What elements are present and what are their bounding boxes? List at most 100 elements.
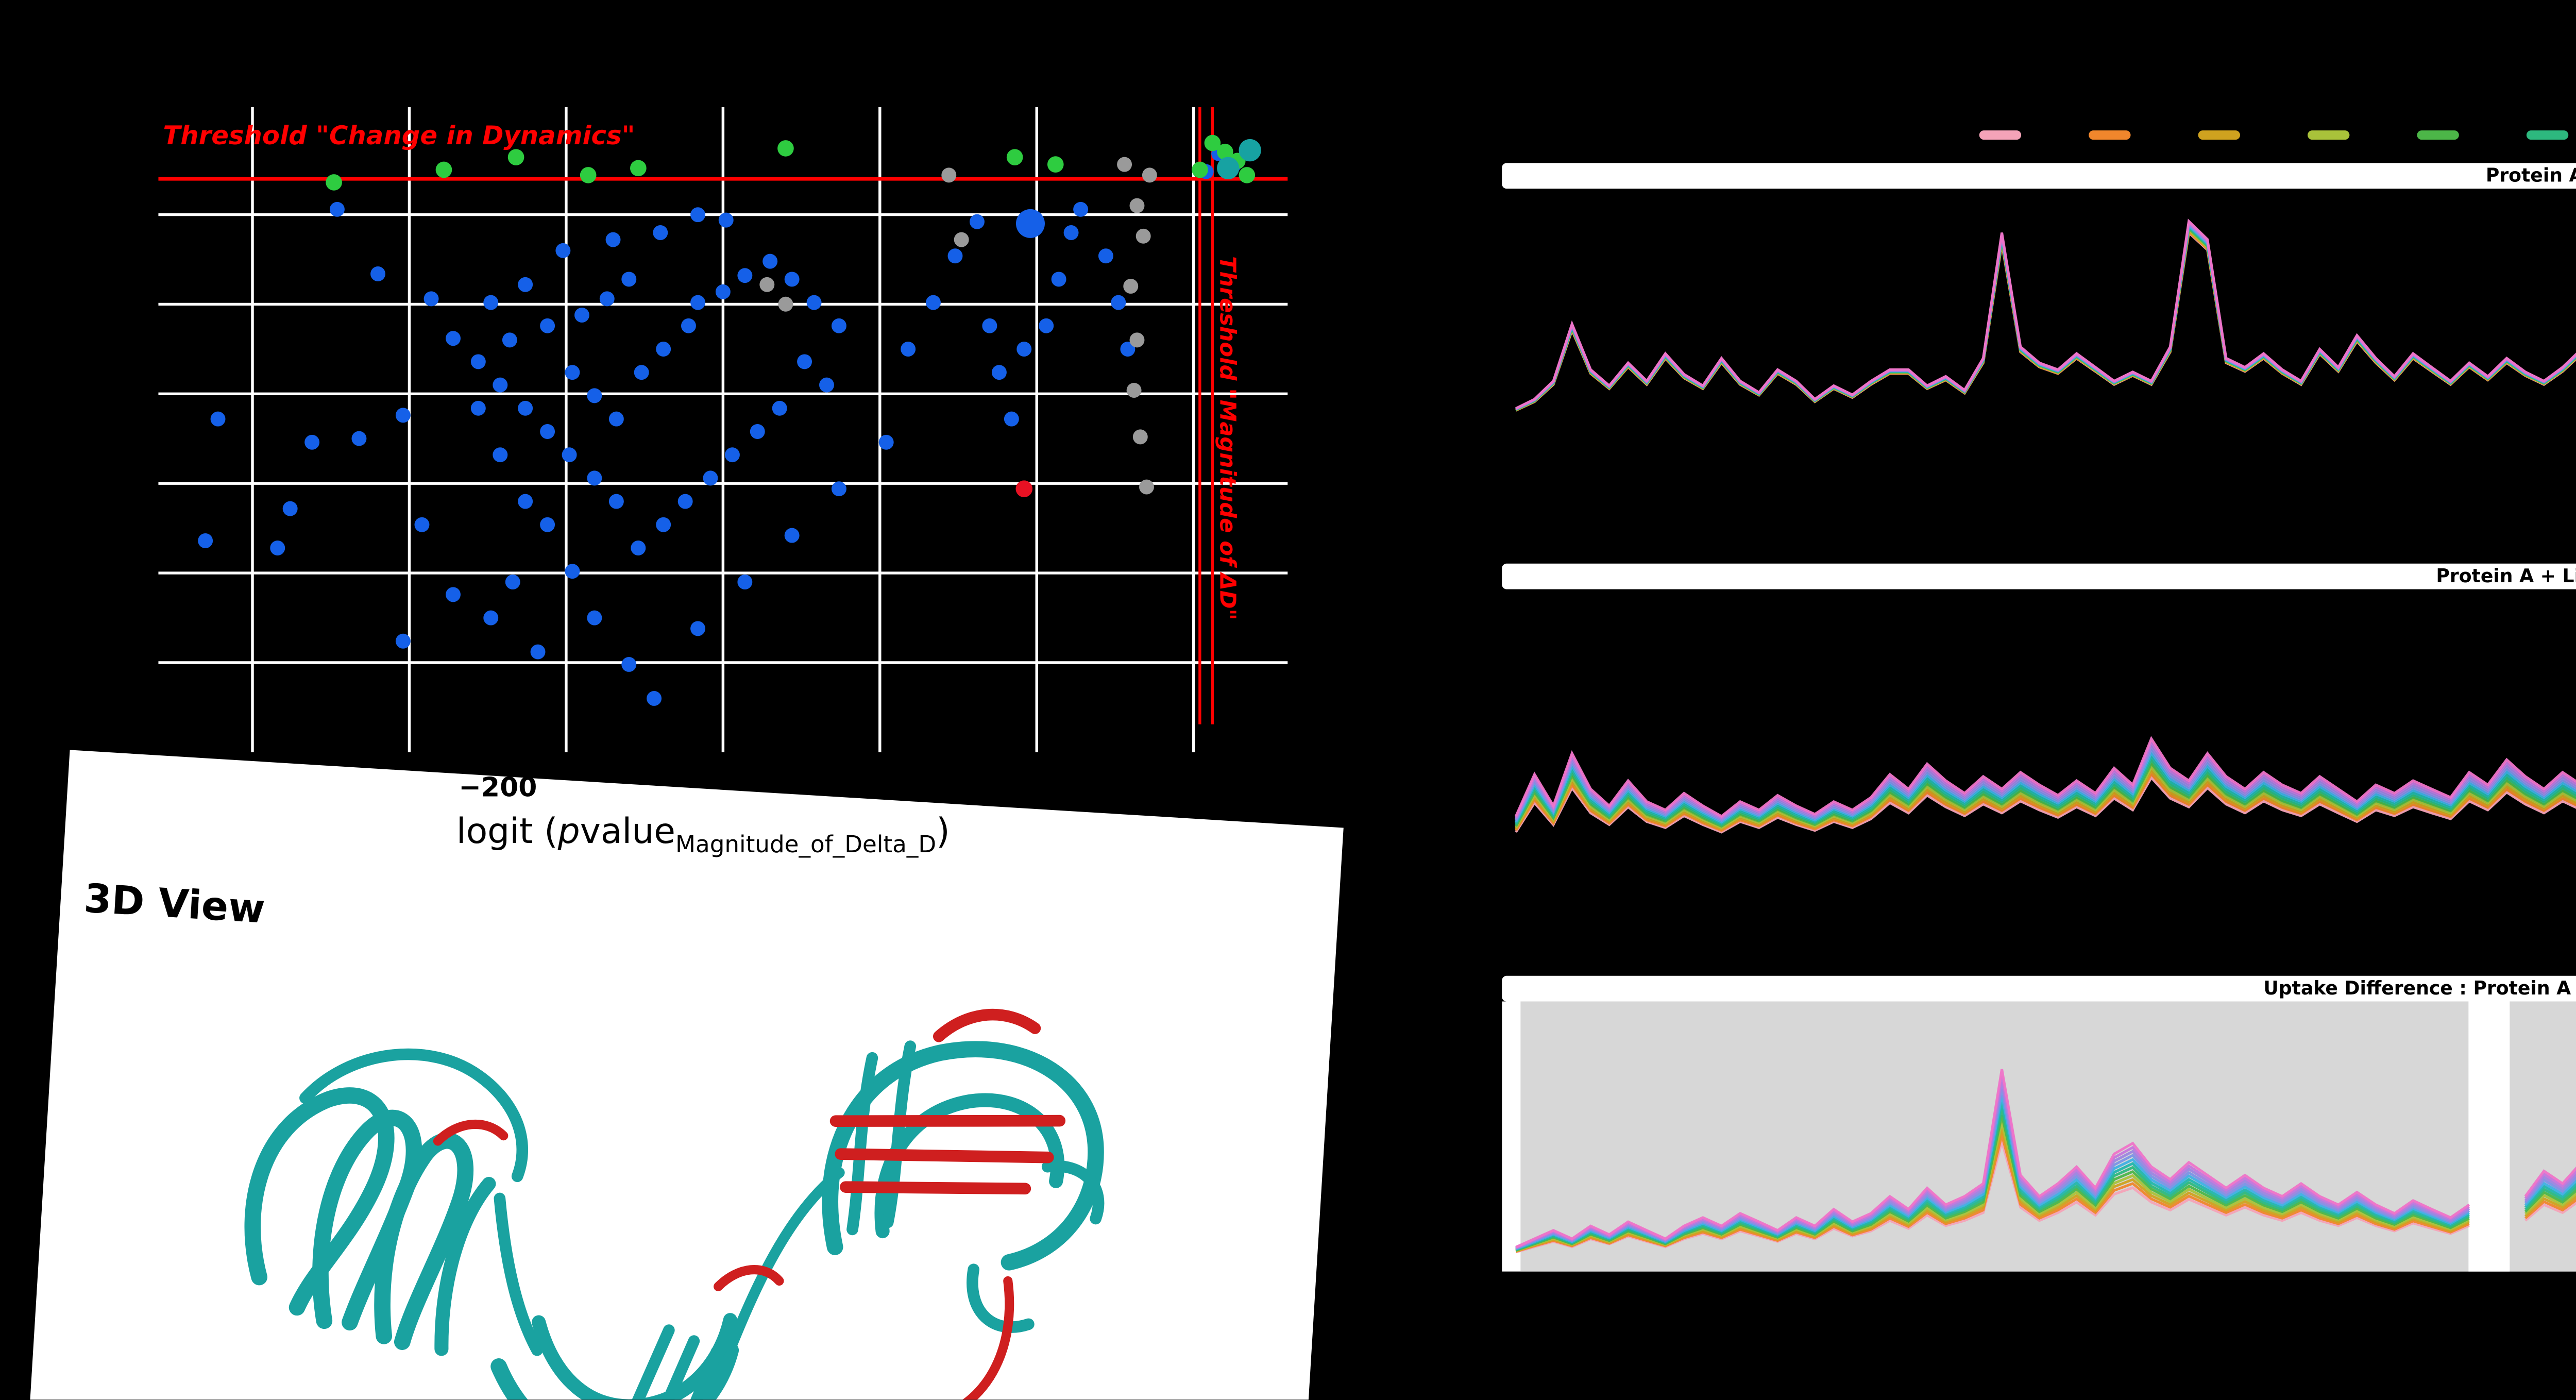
scatter-point-not-significant[interactable] [446, 587, 461, 602]
scatter-point-not-significant[interactable] [423, 291, 439, 307]
scatter-point-not-significant[interactable] [282, 501, 298, 516]
scatter-point-not-significant[interactable] [715, 284, 731, 299]
scatter-point-not-significant[interactable] [784, 528, 800, 543]
scatter-point-not-significant[interactable] [1004, 411, 1019, 427]
scatter-point-not-significant[interactable] [724, 447, 740, 463]
scatter-point-not-significant[interactable] [493, 377, 508, 393]
scatter-point-not-significant[interactable] [690, 295, 706, 310]
scatter-point-no-coverage[interactable] [1126, 383, 1142, 398]
scatter-point-not-significant[interactable] [982, 318, 997, 333]
protein-structure[interactable] [152, 957, 1301, 1400]
scatter-point-not-significant[interactable] [1111, 295, 1126, 310]
scatter-point-not-significant[interactable] [518, 277, 533, 292]
scatter-point-not-significant[interactable] [587, 470, 602, 486]
scatter-point-not-significant[interactable] [621, 657, 637, 672]
scatter-point-not-significant[interactable] [518, 494, 533, 509]
uptake-difference-chart[interactable] [1502, 1001, 2576, 1272]
scatter-point-teal-cluster[interactable] [1239, 139, 1261, 162]
scatter-point-not-significant[interactable] [530, 644, 546, 660]
scatter-point-not-significant[interactable] [540, 424, 555, 439]
scatter-point-no-coverage[interactable] [1132, 429, 1148, 445]
scatter-point-not-significant[interactable] [540, 517, 555, 532]
scatter-point-not-significant[interactable] [901, 342, 916, 357]
scatter-point-not-significant[interactable] [690, 621, 706, 636]
scatter-point-not-significant[interactable] [634, 365, 649, 380]
scatter-point-not-significant[interactable] [270, 541, 285, 555]
scatter-point-not-significant[interactable] [703, 470, 718, 486]
scatter-point-not-significant[interactable] [762, 254, 778, 269]
scatter-point-not-significant[interactable] [608, 411, 624, 427]
scatter-point-significant-change[interactable] [1192, 161, 1208, 178]
scatter-point-not-significant[interactable] [599, 291, 615, 307]
scatter-point-not-significant[interactable] [370, 266, 386, 281]
scatter-point-not-significant[interactable] [562, 447, 577, 463]
scatter-point-not-significant[interactable] [470, 400, 486, 416]
scatter-point-significant-change[interactable] [326, 174, 342, 191]
scatter-point-not-significant[interactable] [395, 408, 411, 423]
scatter-point-large-blue[interactable] [1015, 209, 1045, 238]
scatter-point-not-significant[interactable] [470, 354, 486, 369]
volcano-scatter-plot[interactable] [158, 107, 1288, 752]
legend-dash-0[interactable] [1979, 130, 2022, 139]
scatter-point-not-significant[interactable] [329, 201, 345, 217]
scatter-point-not-significant[interactable] [784, 272, 800, 287]
scatter-point-significant-change[interactable] [630, 160, 647, 177]
scatter-point-not-significant[interactable] [1073, 201, 1089, 217]
scatter-point-significant-red[interactable] [1015, 480, 1033, 497]
legend-dash-5[interactable] [2526, 130, 2569, 139]
scatter-point-no-coverage[interactable] [1123, 279, 1139, 294]
scatter-point-no-coverage[interactable] [1136, 228, 1151, 244]
scatter-point-not-significant[interactable] [831, 318, 846, 333]
scatter-point-not-significant[interactable] [621, 272, 637, 287]
scatter-point-not-significant[interactable] [806, 295, 822, 310]
scatter-point-not-significant[interactable] [797, 354, 812, 369]
scatter-point-not-significant[interactable] [656, 342, 671, 357]
scatter-point-not-significant[interactable] [878, 434, 894, 450]
scatter-point-not-significant[interactable] [483, 295, 499, 310]
scatter-point-not-significant[interactable] [483, 610, 499, 626]
scatter-point-significant-change[interactable] [435, 161, 452, 178]
scatter-point-not-significant[interactable] [677, 494, 693, 509]
scatter-point-not-significant[interactable] [656, 517, 671, 532]
scatter-point-significant-change[interactable] [1047, 156, 1064, 173]
scatter-point-not-significant[interactable] [351, 431, 367, 446]
scatter-point-significant-change[interactable] [777, 140, 794, 157]
scatter-point-not-significant[interactable] [574, 308, 589, 323]
scatter-point-not-significant[interactable] [631, 541, 646, 555]
scatter-point-teal-cluster[interactable] [1216, 157, 1240, 180]
scatter-point-not-significant[interactable] [605, 232, 621, 247]
scatter-point-not-significant[interactable] [647, 690, 662, 706]
scatter-point-no-coverage[interactable] [1142, 167, 1157, 183]
scatter-point-not-significant[interactable] [991, 365, 1007, 380]
scatter-point-not-significant[interactable] [502, 332, 517, 348]
legend-dash-3[interactable] [2308, 130, 2350, 139]
scatter-point-not-significant[interactable] [395, 633, 411, 649]
scatter-point-not-significant[interactable] [690, 207, 706, 223]
scatter-point-not-significant[interactable] [819, 377, 834, 393]
scatter-point-significant-change[interactable] [507, 149, 524, 165]
uptake-chart-protein-a[interactable] [1502, 189, 2576, 547]
uptake-chart-protein-a-ligand[interactable] [1502, 589, 2576, 955]
scatter-point-not-significant[interactable] [737, 575, 753, 589]
scatter-point-not-significant[interactable] [772, 400, 787, 416]
scatter-point-not-significant[interactable] [540, 318, 555, 333]
scatter-point-not-significant[interactable] [750, 424, 765, 439]
scatter-point-not-significant[interactable] [718, 212, 734, 228]
scatter-point-not-significant[interactable] [1098, 248, 1113, 264]
legend-dash-2[interactable] [2198, 130, 2240, 139]
scatter-point-significant-change[interactable] [1239, 167, 1256, 183]
scatter-point-not-significant[interactable] [446, 331, 461, 346]
scatter-point-not-significant[interactable] [681, 318, 696, 333]
legend-dash-4[interactable] [2417, 130, 2459, 139]
scatter-point-not-significant[interactable] [970, 214, 985, 229]
scatter-point-no-coverage[interactable] [954, 232, 969, 247]
scatter-point-not-significant[interactable] [1016, 342, 1032, 357]
scatter-point-no-coverage[interactable] [1129, 332, 1145, 348]
scatter-point-not-significant[interactable] [1051, 272, 1066, 287]
scatter-point-significant-change[interactable] [1006, 149, 1023, 165]
scatter-point-not-significant[interactable] [1120, 342, 1136, 357]
scatter-point-not-significant[interactable] [653, 225, 668, 240]
scatter-point-not-significant[interactable] [304, 434, 320, 450]
scatter-point-not-significant[interactable] [505, 575, 520, 589]
scatter-point-not-significant[interactable] [831, 481, 846, 497]
